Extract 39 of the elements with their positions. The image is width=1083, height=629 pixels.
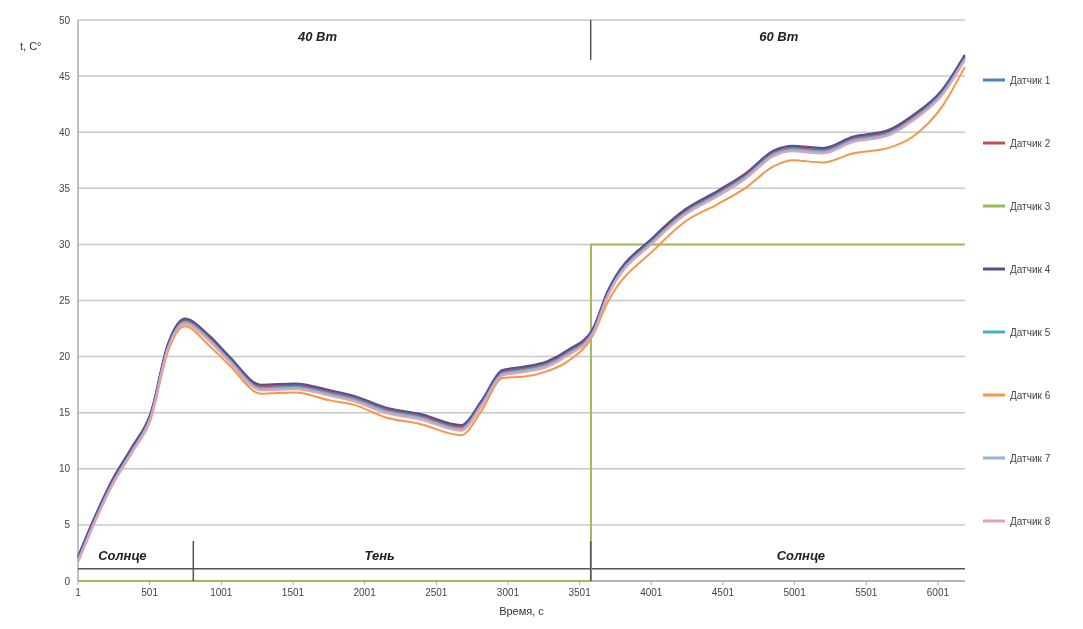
legend-label: Датчик 2 xyxy=(1010,137,1051,149)
annotation: Солнце xyxy=(776,548,826,564)
y-tick-label: 50 xyxy=(58,14,71,26)
x-tick-label: 2501 xyxy=(425,587,448,598)
y-tick-label: 45 xyxy=(58,70,71,82)
x-tick-label: 5501 xyxy=(855,587,878,598)
x-axis-title: Время, с xyxy=(499,605,545,617)
y-tick-label: 20 xyxy=(58,351,71,363)
y-tick-label: 25 xyxy=(58,295,71,306)
x-tick-label: 5001 xyxy=(783,587,807,598)
legend-label: Датчик 3 xyxy=(1010,200,1051,212)
legend-label: Датчик 4 xyxy=(1010,263,1051,275)
annotation: 60 Вт xyxy=(759,29,799,45)
x-tick-label: 1001 xyxy=(210,587,233,598)
y-tick-label: 35 xyxy=(58,182,71,194)
legend-label: Датчик 1 xyxy=(1010,74,1051,86)
x-tick-label: 1 xyxy=(75,587,82,598)
legend-label: Датчик 8 xyxy=(1010,515,1051,527)
annotation: Солнце xyxy=(98,548,147,564)
x-tick-label: 4001 xyxy=(640,587,663,598)
x-tick-label: 2001 xyxy=(353,587,377,598)
x-tick-label: 4501 xyxy=(711,587,735,598)
x-tick-label: 6001 xyxy=(926,587,950,598)
annotation: Тень xyxy=(364,548,395,564)
x-tick-label: 3001 xyxy=(496,587,520,598)
x-tick-label: 1501 xyxy=(281,587,305,598)
y-tick-label: 30 xyxy=(58,238,71,250)
legend-label: Датчик 6 xyxy=(1010,389,1051,401)
legend-label: Датчик 7 xyxy=(1010,452,1051,464)
y-tick-label: 0 xyxy=(64,575,71,587)
y-tick-label: 10 xyxy=(58,463,71,475)
x-tick-label: 501 xyxy=(141,587,159,598)
x-tick-label: 3501 xyxy=(568,587,592,598)
y-tick-label: 40 xyxy=(58,126,71,138)
y-axis-title: t, C° xyxy=(20,40,42,52)
y-tick-label: 15 xyxy=(58,407,71,419)
legend-label: Датчик 5 xyxy=(1010,326,1051,338)
y-tick-label: 5 xyxy=(64,519,71,531)
annotation: 40 Вт xyxy=(296,29,338,45)
